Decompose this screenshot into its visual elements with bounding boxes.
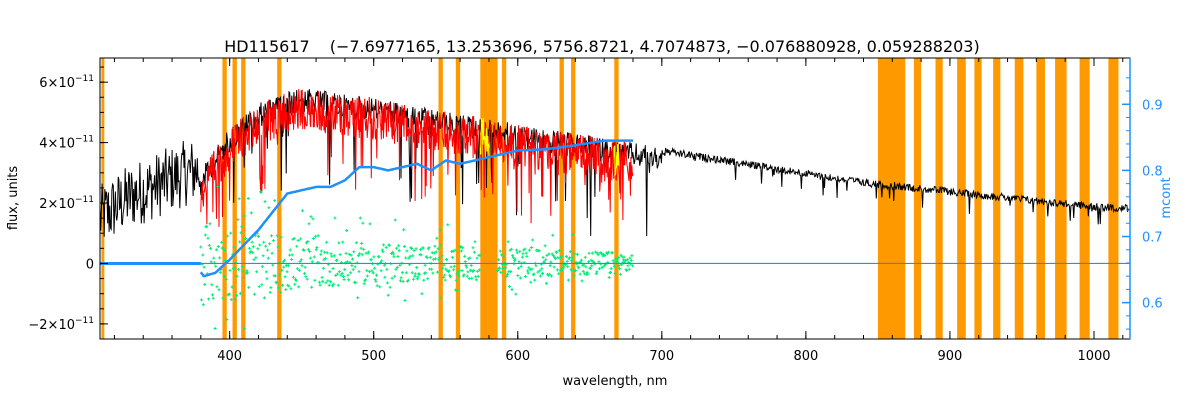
mask-band — [1079, 58, 1090, 339]
model-spectrum — [200, 89, 634, 227]
mask-band — [571, 58, 576, 339]
mask-band — [935, 58, 943, 339]
y-tick-label: 0 — [86, 257, 94, 272]
y-tick-label: 4×10−11 — [39, 135, 94, 152]
y-right-tick-label: 0.7 — [1142, 231, 1163, 246]
mask-band — [913, 58, 922, 339]
mask-band — [957, 58, 966, 339]
x-tick-label: 800 — [793, 349, 818, 364]
mask-band — [480, 58, 498, 339]
chart-title-params: (−7.6977165, 13.253696, 5756.8721, 4.707… — [330, 37, 980, 56]
model-line — [200, 89, 634, 227]
mask-band — [559, 58, 564, 339]
mask-band — [1108, 58, 1119, 339]
x-tick-label: 900 — [938, 349, 963, 364]
residual-markers — [199, 185, 635, 330]
y-axis-title: flux, units — [6, 166, 21, 231]
y-tick-label: −2×10−11 — [28, 316, 94, 333]
mask-band — [438, 58, 443, 339]
x-axis-title: wavelength, nm — [563, 374, 668, 389]
residual-points — [199, 185, 635, 330]
highlight-line — [479, 117, 490, 158]
mask-band — [277, 58, 282, 339]
y-axis-right-title: mcont — [1159, 177, 1174, 218]
mask-band — [614, 58, 619, 339]
mask-band — [455, 58, 461, 339]
y-axis-left: −2×10−11 0 2×10−11 4×10−11 6×10−11 — [28, 66, 108, 333]
mask-band — [241, 58, 246, 339]
chart-title: HD115617 (−7.6977165, 13.253696, 5756.872… — [224, 37, 979, 56]
highlight-line — [613, 144, 620, 177]
continuum-curve — [199, 139, 633, 278]
x-tick-label: 1000 — [1077, 349, 1110, 364]
x-tick-label: 500 — [361, 349, 386, 364]
y-tick-label: 2×10−11 — [39, 195, 94, 212]
mask-band — [877, 58, 906, 339]
y-right-tick-label: 0.8 — [1142, 164, 1163, 179]
mask-band — [501, 58, 507, 339]
x-axis: 400 500 600 700 800 900 1000 — [113, 58, 1124, 364]
y-tick-label: 6×10−11 — [39, 74, 94, 91]
x-tick-label: 400 — [217, 349, 242, 364]
y-right-tick-label: 0.9 — [1142, 98, 1163, 113]
mask-band — [222, 58, 227, 339]
x-tick-label: 600 — [505, 349, 530, 364]
mask-band — [974, 58, 982, 339]
chart-title-name: HD115617 — [224, 37, 309, 56]
y-right-tick-label: 0.6 — [1142, 297, 1163, 312]
mask-band — [1055, 58, 1067, 339]
x-tick-label: 700 — [649, 349, 674, 364]
highlight-segments — [479, 117, 620, 177]
mask-band — [232, 58, 237, 339]
y-axis-right: 0.6 0.7 0.8 0.9 — [1122, 77, 1163, 330]
continuum-line — [199, 139, 633, 278]
mask-band — [1036, 58, 1046, 339]
